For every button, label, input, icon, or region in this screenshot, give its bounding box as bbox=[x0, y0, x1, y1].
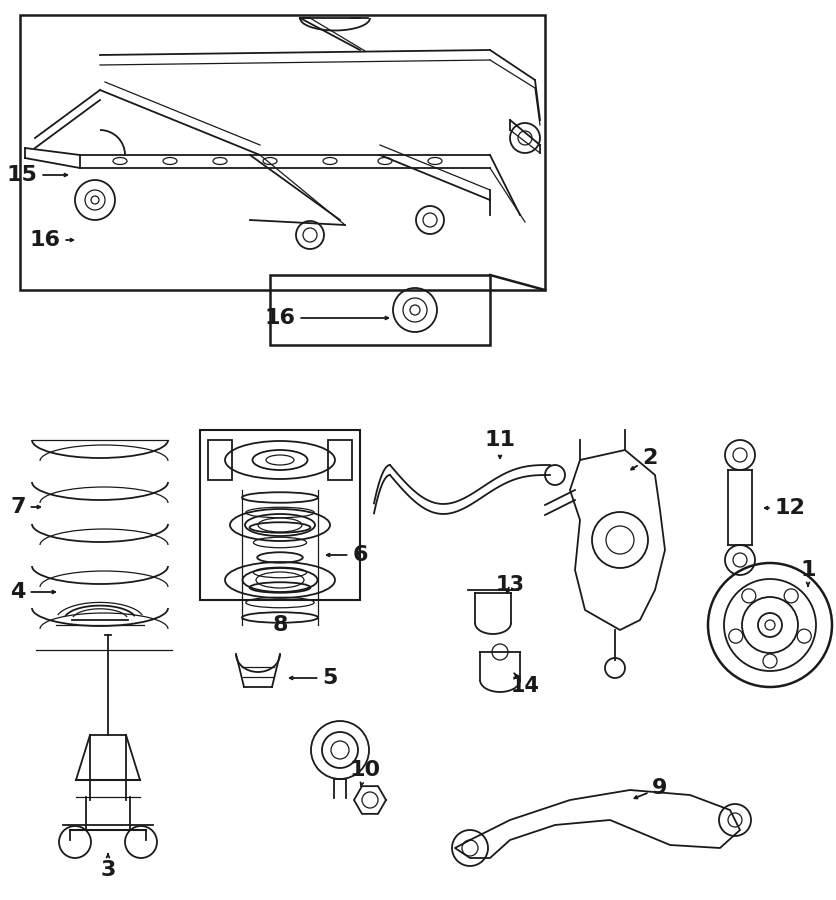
Text: 10: 10 bbox=[349, 760, 380, 786]
Text: 7: 7 bbox=[10, 497, 40, 517]
Text: 9: 9 bbox=[634, 778, 667, 798]
Bar bbox=[328, 440, 352, 480]
Text: 5: 5 bbox=[289, 668, 337, 688]
Text: 13: 13 bbox=[495, 575, 524, 595]
Text: 1: 1 bbox=[799, 560, 815, 586]
Text: 8: 8 bbox=[272, 615, 288, 635]
Bar bbox=[270, 275, 489, 345]
Text: 15: 15 bbox=[7, 165, 67, 185]
Bar bbox=[200, 430, 359, 600]
Text: 4: 4 bbox=[10, 582, 55, 602]
Bar bbox=[208, 440, 232, 480]
Text: 12: 12 bbox=[764, 498, 804, 518]
Text: 2: 2 bbox=[630, 448, 657, 470]
Bar bbox=[20, 15, 544, 290]
Text: 16: 16 bbox=[264, 308, 388, 328]
Text: 3: 3 bbox=[100, 854, 115, 880]
Text: 6: 6 bbox=[326, 545, 367, 565]
Text: 11: 11 bbox=[484, 430, 515, 458]
Text: 16: 16 bbox=[29, 230, 73, 250]
Text: 14: 14 bbox=[510, 673, 539, 696]
